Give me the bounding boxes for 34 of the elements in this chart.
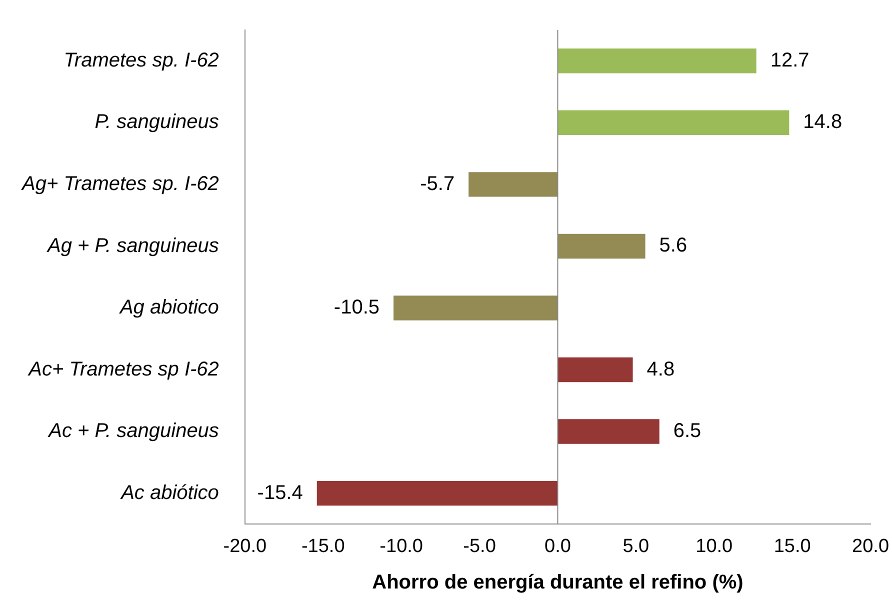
bar [316, 480, 558, 506]
bar [558, 110, 790, 136]
data-label: -10.5 [334, 296, 380, 319]
data-label: 5.6 [659, 234, 688, 257]
x-axis-title: Ahorro de energía durante el refino (%) [372, 572, 744, 594]
x-tick-label: -5.0 [463, 536, 496, 557]
x-tick-label: 10.0 [696, 536, 733, 557]
bar [558, 48, 756, 74]
y-tick-label: Ac+ Trametes sp I-62 [28, 358, 219, 380]
y-tick-label: Ag abiotico [118, 296, 219, 319]
y-tick-label: Ac abiótico [120, 482, 219, 504]
x-tick-label: 0.0 [544, 536, 571, 557]
x-tick-label: -15.0 [301, 536, 345, 557]
y-tick-label: Trametes sp. I-62 [64, 49, 219, 72]
bar [468, 172, 558, 197]
y-tick-label: Ag+ Trametes sp. I-62 [20, 173, 219, 195]
bar [558, 234, 646, 259]
y-tick-label: P. sanguineus [94, 111, 219, 134]
y-tick-label: Ag + P. sanguineus [46, 234, 219, 257]
x-tick-label: 5.0 [622, 536, 650, 557]
data-label: -15.4 [257, 482, 303, 504]
bar [558, 419, 660, 444]
data-label: 6.5 [673, 420, 702, 442]
data-label: -5.7 [420, 172, 455, 195]
y-tick-label: Ac + P. sanguineus [48, 420, 219, 442]
data-label: 12.7 [770, 49, 810, 72]
data-label: 4.8 [646, 358, 675, 380]
bar [394, 296, 558, 320]
bar [558, 357, 633, 382]
x-tick-label: -20.0 [223, 536, 267, 557]
x-tick-label: 15.0 [774, 536, 811, 557]
x-tick-label: 20.0 [852, 536, 889, 557]
data-label: 14.8 [803, 111, 842, 134]
x-tick-label: -10.0 [380, 536, 423, 557]
